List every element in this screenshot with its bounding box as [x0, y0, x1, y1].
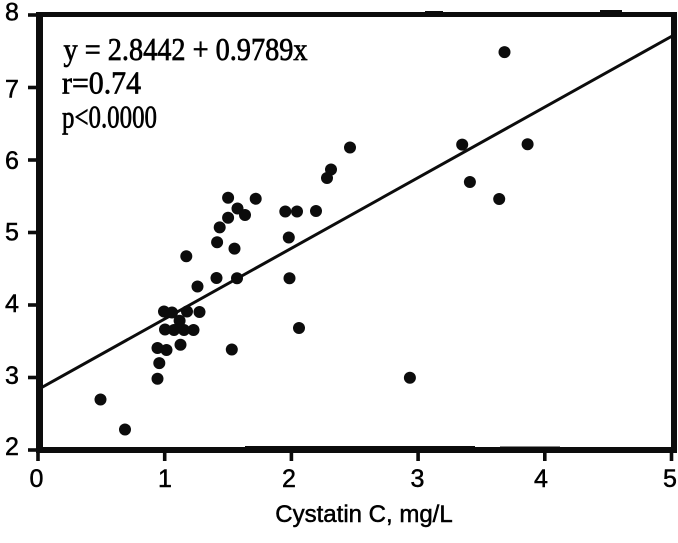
svg-text:2: 2 [282, 465, 296, 493]
svg-text:y = 2.8442 + 0.9789x: y = 2.8442 + 0.9789x [64, 31, 308, 67]
svg-text:p<0.0000: p<0.0000 [62, 99, 157, 135]
svg-text:6: 6 [5, 147, 19, 175]
svg-text:4: 4 [5, 290, 19, 318]
svg-text:r=0.74: r=0.74 [62, 65, 141, 101]
svg-text:3: 3 [411, 465, 425, 493]
svg-text:5: 5 [663, 465, 677, 493]
svg-text:Cystatin C, mg/L: Cystatin C, mg/L [275, 501, 452, 528]
svg-text:1: 1 [158, 465, 172, 493]
svg-text:2: 2 [5, 433, 19, 461]
svg-text:5: 5 [5, 219, 19, 247]
svg-text:7: 7 [5, 76, 19, 104]
svg-text:8: 8 [5, 0, 19, 27]
svg-text:4: 4 [534, 465, 548, 493]
svg-text:0: 0 [30, 465, 44, 493]
svg-text:3: 3 [5, 362, 19, 390]
